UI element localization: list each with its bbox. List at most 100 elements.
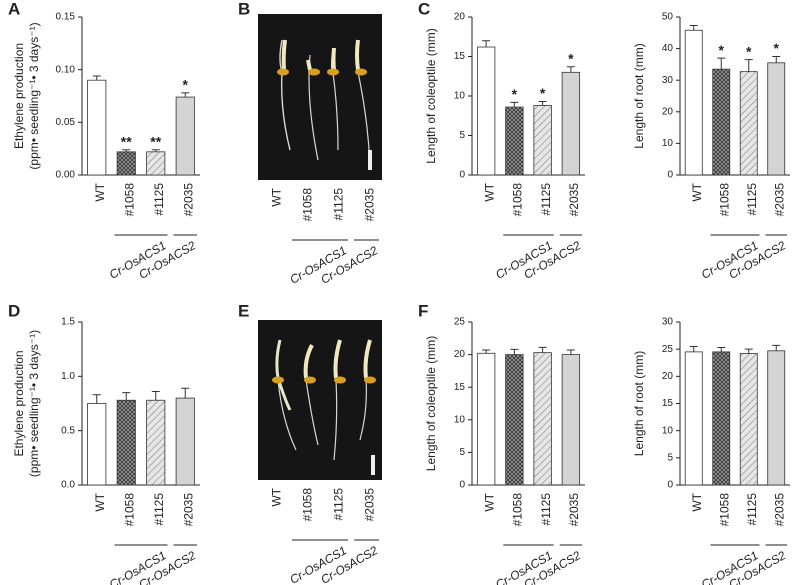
y-axis-label: Ethylene production	[12, 350, 26, 456]
panel-letter: D	[8, 301, 20, 320]
bar	[712, 68, 731, 176]
x-tick-label: WT	[482, 492, 496, 511]
significance: *	[183, 77, 189, 93]
x-tick-label: #1058	[122, 493, 136, 527]
x-tick-label: #1058	[301, 488, 315, 522]
x-tick-label: #1125	[745, 493, 759, 526]
bar	[146, 399, 166, 486]
x-tick-label: #1058	[122, 183, 136, 217]
y-tick-label: 30	[662, 317, 674, 328]
significance: **	[121, 133, 132, 149]
y-tick-label: 0.10	[56, 64, 76, 75]
error-bar	[482, 349, 491, 354]
y-tick-label: 20	[454, 12, 466, 23]
significance: *	[774, 40, 780, 56]
bar	[533, 352, 552, 486]
seedling-photo	[258, 14, 382, 180]
y-tick-label: 5	[459, 130, 465, 141]
x-tick-label: #1058	[511, 183, 525, 217]
error-bar	[181, 387, 190, 399]
x-tick-label: #1058	[301, 188, 315, 222]
error-bar	[92, 75, 101, 81]
panel-letter: A	[8, 0, 20, 18]
y-tick-label: 40	[662, 43, 674, 54]
y-tick-label: 0.00	[56, 170, 76, 181]
y-axis-label: Ethylene production	[12, 43, 26, 149]
x-tick-label: WT	[482, 182, 496, 201]
y-tick-label: 30	[662, 75, 674, 86]
bar	[739, 71, 758, 176]
significance: *	[512, 86, 518, 102]
x-tick-label: #1125	[332, 488, 346, 521]
y-tick-label: 1.5	[61, 317, 75, 328]
y-tick-label: 1.0	[61, 371, 75, 382]
y-tick-label: 0	[667, 480, 673, 491]
bar	[116, 399, 136, 486]
y-tick-label: 50	[662, 12, 674, 23]
error-bar	[92, 394, 101, 404]
y-tick-label: 20	[662, 371, 674, 382]
error-bar	[151, 391, 160, 401]
error-bar	[122, 149, 131, 152]
y-tick-label: 20	[454, 349, 466, 360]
x-tick-label: #1058	[511, 493, 525, 527]
y-tick-label: 0	[459, 170, 465, 181]
bar	[533, 105, 552, 176]
y-tick-label: 15	[454, 51, 466, 62]
x-tick-label: WT	[270, 487, 284, 506]
y-axis-label: (ppm• seedling⁻¹• 3 days⁻¹)	[27, 330, 41, 477]
bar	[767, 350, 786, 486]
panel-letter: E	[238, 301, 249, 320]
y-tick-label: 20	[662, 106, 674, 117]
x-tick-label: WT	[690, 182, 704, 201]
panel-letter: C	[418, 0, 430, 18]
y-tick-label: 0.05	[56, 117, 76, 128]
bar	[146, 151, 166, 176]
bar	[561, 354, 581, 486]
panel-letter: B	[238, 0, 250, 18]
x-tick-label: #1058	[717, 493, 731, 527]
error-bar	[151, 149, 160, 152]
x-tick-label: #2035	[363, 188, 377, 222]
bar	[767, 62, 786, 176]
bar	[116, 151, 136, 176]
x-tick-label: #1125	[539, 183, 553, 216]
error-bar	[510, 348, 519, 355]
y-tick-label: 10	[454, 91, 466, 102]
x-tick-label: WT	[270, 187, 284, 206]
error-bar	[538, 101, 547, 106]
error-bar	[717, 57, 726, 70]
x-tick-label: #1125	[152, 183, 166, 216]
x-tick-label: #2035	[181, 183, 195, 217]
x-tick-label: #2035	[772, 183, 786, 217]
y-axis-label: (ppm• seedling⁻¹• 3 days⁻¹)	[27, 22, 41, 169]
y-tick-label: 25	[454, 317, 466, 328]
significance: **	[150, 133, 161, 149]
bar	[87, 79, 107, 176]
y-axis-label: Length of root (mm)	[632, 43, 646, 148]
error-bar	[566, 66, 575, 73]
error-bar	[122, 392, 131, 401]
y-tick-label: 10	[454, 414, 466, 425]
y-tick-label: 0	[667, 170, 673, 181]
error-bar	[510, 101, 519, 108]
panel-letter: F	[418, 301, 428, 320]
bar	[739, 353, 758, 486]
error-bar	[744, 59, 753, 72]
x-tick-label: WT	[93, 492, 107, 511]
y-tick-label: 5	[459, 447, 465, 458]
x-tick-label: #2035	[567, 183, 581, 217]
y-tick-label: 0.15	[56, 12, 76, 23]
x-tick-label: #2035	[363, 488, 377, 522]
error-bar	[689, 25, 698, 31]
error-bar	[772, 344, 781, 351]
x-tick-label: #1058	[717, 183, 731, 217]
x-tick-label: #2035	[567, 493, 581, 527]
significance: *	[746, 43, 752, 59]
bar	[87, 403, 107, 486]
y-tick-label: 15	[662, 398, 674, 409]
significance: *	[540, 85, 546, 101]
y-tick-label: 0.5	[61, 425, 75, 436]
x-tick-label: #1125	[152, 493, 166, 526]
